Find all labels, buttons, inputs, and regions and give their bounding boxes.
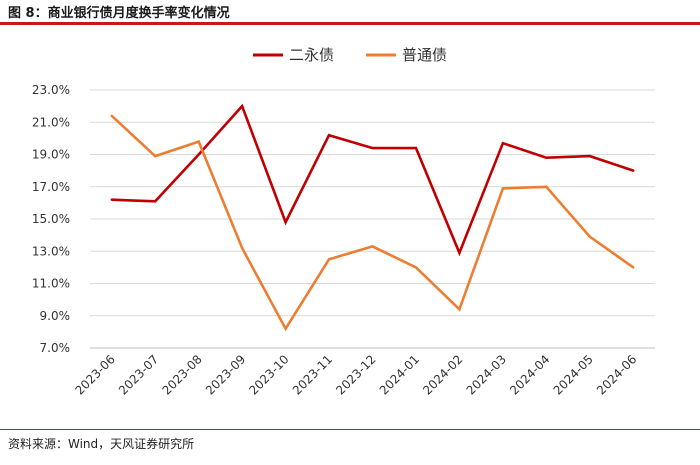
x-tick-label: 2023-10 <box>246 352 291 397</box>
data-point <box>501 142 505 145</box>
y-tick-label: 11.0% <box>32 277 70 291</box>
data-point <box>501 187 505 190</box>
data-point <box>588 154 592 158</box>
data-point <box>110 198 113 201</box>
data-point <box>545 185 548 188</box>
data-point <box>284 327 287 330</box>
data-point <box>240 104 244 108</box>
y-tick-label: 7.0% <box>40 341 71 355</box>
y-tick-label: 13.0% <box>32 244 70 258</box>
gridlines <box>90 89 655 317</box>
x-tick-label: 2023-07 <box>116 352 161 397</box>
x-axis: 2023-062023-072023-082023-092023-102023-… <box>72 347 655 398</box>
y-tick-label: 23.0% <box>32 83 70 97</box>
x-tick-label: 2024-06 <box>594 352 639 397</box>
y-tick-label: 9.0% <box>40 309 71 323</box>
data-point <box>414 266 418 269</box>
data-point <box>153 200 157 203</box>
source-rule <box>0 429 700 430</box>
legend: 二永债 普通债 <box>253 46 447 64</box>
data-point <box>327 258 331 261</box>
data-point <box>240 246 244 250</box>
x-tick-label: 2024-01 <box>377 352 422 397</box>
title-rule <box>0 22 700 25</box>
legend-label: 普通债 <box>402 46 447 64</box>
data-point <box>110 114 113 118</box>
data-point <box>284 221 287 224</box>
line-chart: 7.0% 9.0% 11.0% 13.0% 15.0% 17.0% 19.0% 21.0% 23… <box>32 46 655 398</box>
data-point <box>414 146 418 150</box>
data-point <box>197 140 200 143</box>
data-point <box>371 146 374 150</box>
data-point <box>197 153 200 156</box>
x-tick-label: 2024-04 <box>507 352 552 397</box>
x-tick-label: 2023-12 <box>333 352 378 397</box>
y-tick-label: 17.0% <box>32 180 70 194</box>
x-tick-label: 2023-11 <box>290 352 335 397</box>
y-tick-label: 15.0% <box>32 212 70 226</box>
data-point <box>371 245 374 248</box>
data-point <box>458 308 461 311</box>
series-lines <box>110 103 635 332</box>
data-point <box>327 133 331 137</box>
data-point <box>632 266 635 269</box>
series-line-1 <box>111 103 634 257</box>
figure-title: 图 8：商业银行债月度换手率变化情况 <box>8 6 230 21</box>
x-tick-label: 2023-06 <box>72 352 117 397</box>
y-axis: 7.0% 9.0% 11.0% 13.0% 15.0% 17.0% 19.0% 21.0% 23… <box>32 83 70 355</box>
y-tick-label: 21.0% <box>32 115 70 129</box>
source-note: 资料来源：Wind，天风证券研究所 <box>8 437 195 451</box>
x-tick-label: 2023-08 <box>159 352 204 397</box>
legend-label: 二永债 <box>289 46 334 64</box>
data-point <box>632 169 635 172</box>
x-tick-label: 2024-03 <box>464 352 509 397</box>
y-tick-label: 19.0% <box>32 148 70 162</box>
x-tick-label: 2024-02 <box>420 352 465 397</box>
data-point <box>458 251 461 255</box>
x-tick-label: 2024-05 <box>551 352 596 397</box>
data-point <box>153 154 157 158</box>
data-point <box>545 156 548 159</box>
x-tick-label: 2023-09 <box>203 352 248 397</box>
data-point <box>588 235 592 238</box>
